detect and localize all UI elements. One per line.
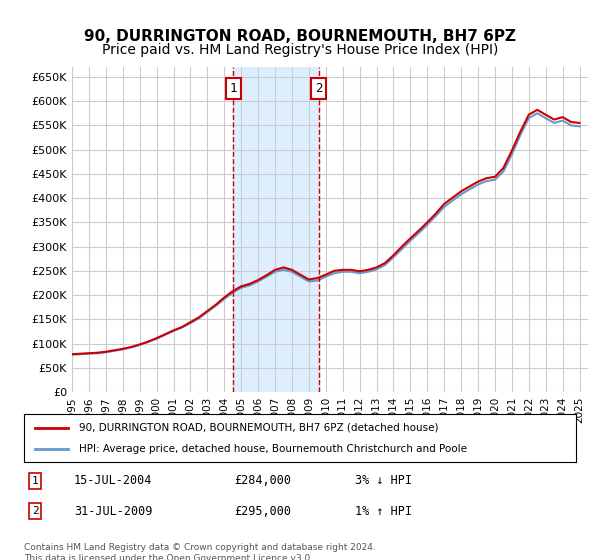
Text: Price paid vs. HM Land Registry's House Price Index (HPI): Price paid vs. HM Land Registry's House … <box>102 44 498 58</box>
Text: 1: 1 <box>230 82 237 95</box>
Text: 2: 2 <box>315 82 322 95</box>
Text: HPI: Average price, detached house, Bournemouth Christchurch and Poole: HPI: Average price, detached house, Bour… <box>79 444 467 454</box>
Bar <box>233 67 319 392</box>
Text: 1% ↑ HPI: 1% ↑ HPI <box>355 505 412 517</box>
Text: 31-JUL-2009: 31-JUL-2009 <box>74 505 152 517</box>
Text: 15-JUL-2004: 15-JUL-2004 <box>74 474 152 487</box>
Text: 2: 2 <box>32 506 38 516</box>
Text: 1: 1 <box>32 476 38 486</box>
Text: £295,000: £295,000 <box>234 505 291 517</box>
Text: 90, DURRINGTON ROAD, BOURNEMOUTH, BH7 6PZ (detached house): 90, DURRINGTON ROAD, BOURNEMOUTH, BH7 6P… <box>79 423 439 433</box>
Text: 3% ↓ HPI: 3% ↓ HPI <box>355 474 412 487</box>
Text: 90, DURRINGTON ROAD, BOURNEMOUTH, BH7 6PZ: 90, DURRINGTON ROAD, BOURNEMOUTH, BH7 6P… <box>84 29 516 44</box>
Text: Contains HM Land Registry data © Crown copyright and database right 2024.
This d: Contains HM Land Registry data © Crown c… <box>24 543 376 560</box>
Text: £284,000: £284,000 <box>234 474 291 487</box>
